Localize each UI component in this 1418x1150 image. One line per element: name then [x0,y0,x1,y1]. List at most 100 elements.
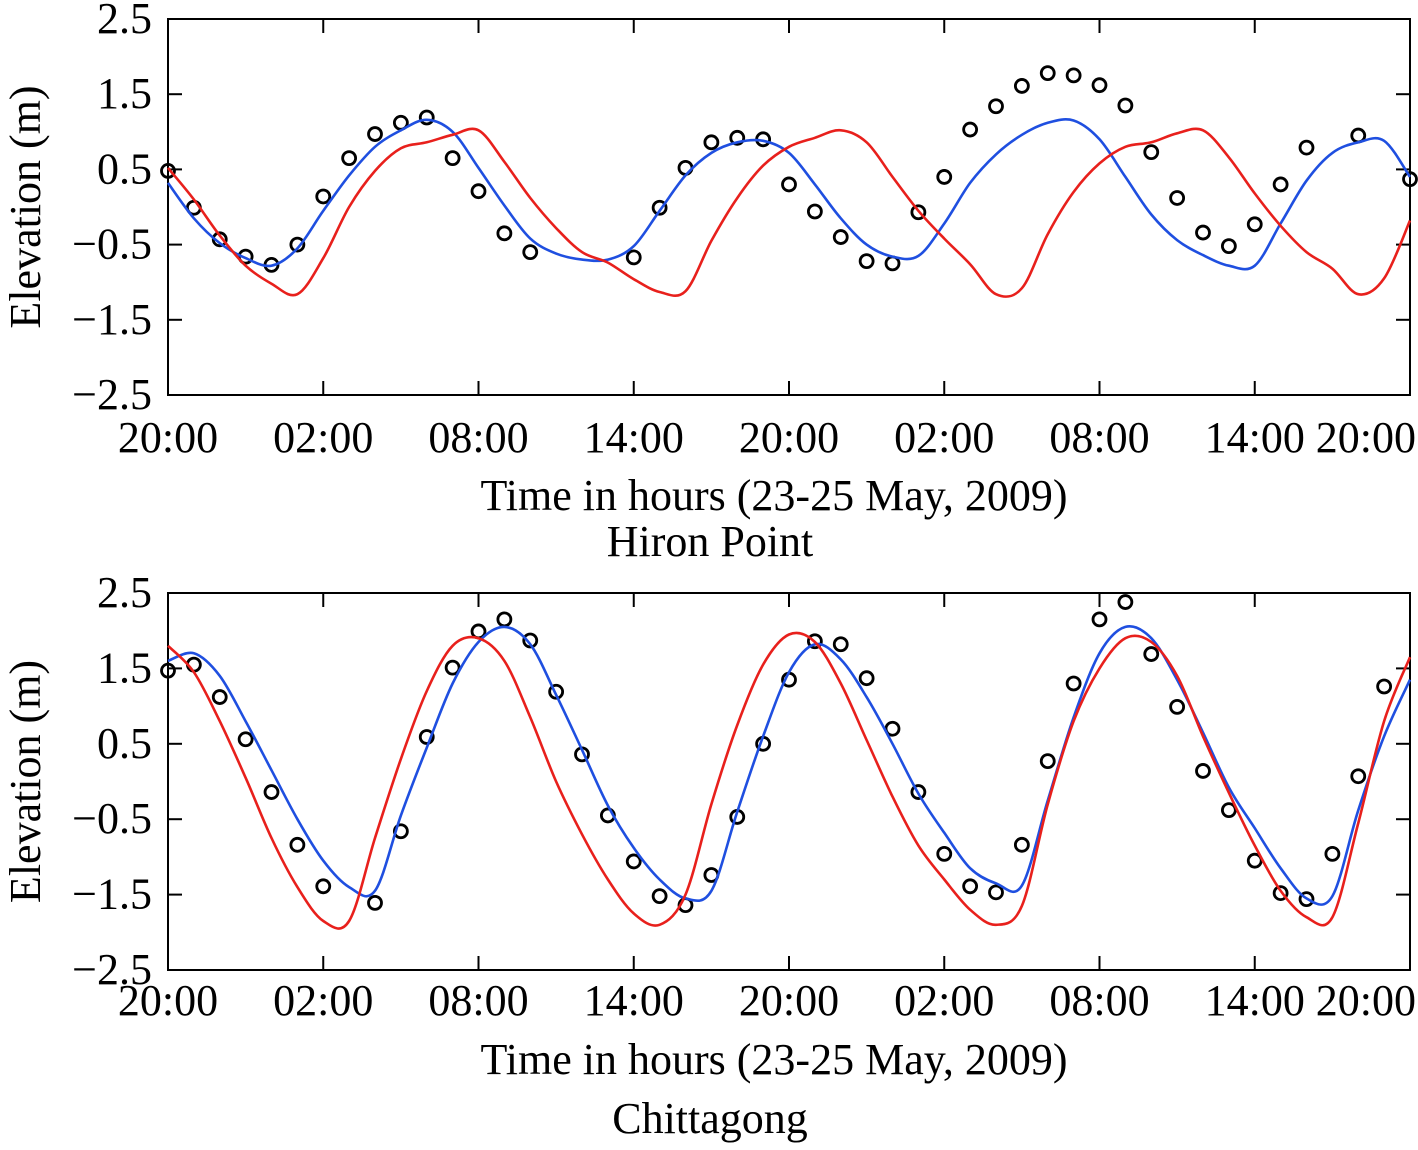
observed-point [263,784,280,800]
x-tick-label: 02:00 [894,976,994,1025]
observed-point [289,236,306,253]
x-tick-label: 14:00 [1205,413,1305,462]
observed-point [1039,753,1056,770]
x-tick-label: 20:00 [118,976,218,1025]
x-tick-label: 02:00 [894,413,994,462]
observed-point [367,126,383,142]
observed-point [936,845,953,862]
observed-point [522,244,539,261]
y-tick-label: 2.5 [97,568,152,617]
observed-point [988,98,1004,115]
observed-point [160,163,176,179]
y-tick-label: 0.5 [97,719,152,768]
observed-point [858,670,875,687]
series-line-2 [166,127,1412,298]
observed-point [910,784,927,800]
y-tick-label: 1.5 [97,69,152,118]
observed-point [651,199,668,216]
observed-point [1402,171,1418,188]
x-tick-label: 20:00 [1316,976,1416,1025]
panel-caption: Hiron Point [607,517,814,566]
y-tick-label: 1.5 [97,643,152,692]
observed-point [522,632,539,649]
observed-point [625,853,642,870]
observed-point [1065,675,1082,692]
chart-panel-chittagong: −2.5 −1.5 −0.5 0.5 1.5 2.5 20:00 02:00 08:00 14:0… [1,568,1416,1143]
observed-point [315,188,332,205]
observed-point [289,836,306,853]
observed-point [1298,891,1315,908]
observed-point [651,888,668,905]
observed-point [806,633,823,650]
observed-point [1013,836,1030,853]
observed-point [1169,698,1186,715]
y-tick-label: −0.5 [72,220,152,269]
observed-point [1324,845,1341,862]
observed-point [237,731,254,748]
observed-point [962,121,979,138]
observed-point [988,884,1004,901]
observed-point [444,659,461,676]
series-line-2 [167,631,1412,930]
observed-point [1220,802,1237,819]
observed-point [496,611,513,628]
observed-point [1350,768,1367,785]
observed-point [418,109,435,126]
observed-point [703,134,720,151]
x-tick-label: 08:00 [1049,413,1149,462]
observed-point [729,129,746,146]
chart-panel-hiron-point: −2.5 −1.5 −0.5 0.5 1.5 2.5 20:00 02:00 08:00 14:0… [1,0,1418,566]
x-tick-label: 08:00 [1049,976,1149,1025]
y-tick-label: −0.5 [72,794,152,843]
observed-point [781,176,797,193]
observed-point [1169,190,1186,206]
x-tick-label: 02:00 [273,976,373,1025]
x-tick-label: 20:00 [118,413,218,462]
observed-point [1065,67,1082,84]
observed-point [211,689,228,705]
observed-point [884,720,901,737]
observed-point [1143,144,1160,161]
observed-point [677,159,694,176]
observed-point [806,203,823,220]
observed-point [1195,224,1211,241]
x-tick-label: 20:00 [1316,413,1416,462]
x-tick-label: 14:00 [584,413,684,462]
observed-point [858,253,875,270]
observed-point [315,878,332,895]
observed-point [444,150,461,167]
observed-point [341,150,358,167]
y-tick-label: −2.5 [72,945,152,994]
y-tick-label: −1.5 [72,870,152,919]
y-axis-label: Elevation (m) [1,660,50,903]
observed-point [936,169,953,185]
observed-point [392,823,409,840]
observed-point [1195,763,1211,779]
observed-point [962,878,979,895]
observed-point [367,894,383,911]
plot-frame [167,18,1411,396]
observed-point [1091,77,1108,94]
observed-point [418,729,435,745]
panel-caption: Chittagong [612,1094,808,1143]
y-axis-label: Elevation (m) [1,85,50,328]
x-axis-label: Time in hours (23-25 May, 2009) [480,1035,1067,1084]
x-tick-label: 20:00 [739,976,839,1025]
x-tick-label: 08:00 [428,976,528,1025]
observed-point [625,249,642,266]
x-tick-label: 02:00 [273,413,373,462]
observed-point [1091,611,1108,628]
observed-point [160,662,176,679]
observed-point [496,225,513,242]
observed-point [470,183,487,200]
observed-point [1013,78,1030,94]
observed-point [832,229,849,245]
x-tick-label: 14:00 [1205,976,1305,1025]
x-tick-label: 20:00 [739,413,839,462]
observed-point [1272,885,1289,901]
observed-point [1117,97,1134,114]
y-tick-label: 2.5 [97,0,152,43]
observed-point [1272,176,1289,193]
observed-point [1117,594,1134,610]
